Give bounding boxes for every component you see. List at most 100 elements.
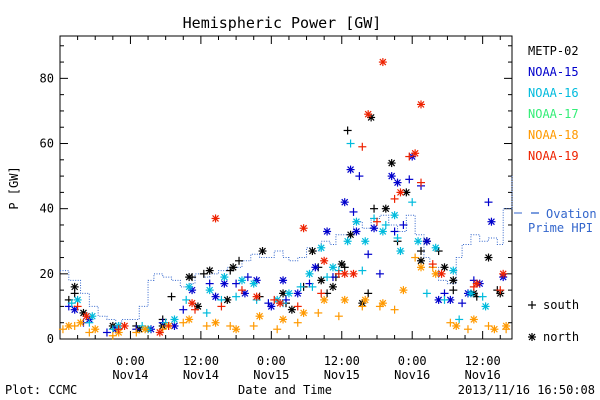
star-d2	[320, 296, 328, 304]
timestamp: 2013/11/16 16:50:08	[458, 383, 595, 397]
noaa-16-north-point	[361, 237, 370, 246]
x-tick-sublabel: Nov15	[253, 368, 289, 382]
noaa-18-south-point	[358, 302, 367, 311]
noaa-16-north-point	[185, 282, 194, 291]
x-tick-label: 12:00	[183, 354, 219, 368]
star-d2	[438, 270, 445, 278]
star-d2	[91, 325, 99, 333]
metp-02-north-point	[402, 188, 411, 197]
noaa-16-south-point	[67, 299, 76, 308]
star-d2	[397, 247, 404, 255]
x-tick-sublabel: Nov14	[183, 368, 219, 382]
noaa-19-north-point	[299, 224, 308, 233]
star-d2	[473, 280, 481, 288]
noaa-19-north-point	[349, 269, 358, 278]
noaa-19-south-point	[164, 321, 173, 330]
noaa-18-south-point	[132, 328, 141, 337]
star-d2	[361, 296, 369, 304]
star-d2	[317, 276, 325, 284]
noaa-18-north-point	[490, 325, 499, 334]
metp-02-south-point	[167, 292, 176, 301]
star-d2	[320, 257, 328, 265]
star-d2	[470, 316, 478, 323]
noaa-19-north-point	[82, 312, 91, 321]
noaa-15-south-point	[364, 250, 373, 259]
noaa-16-south-point	[346, 139, 355, 148]
star-d2	[279, 316, 287, 323]
metp-02-north-point	[185, 273, 194, 282]
star-d2	[402, 188, 410, 196]
x-tick-label: 0:00	[398, 354, 427, 368]
star-d2	[411, 149, 419, 157]
star-d2	[220, 280, 228, 288]
star-d2	[188, 299, 196, 307]
noaa-19-north-point	[499, 269, 508, 278]
star-d2	[391, 211, 399, 219]
noaa-18-north-point	[299, 308, 308, 317]
noaa-18-north-point	[91, 325, 100, 334]
metp-02-north-point	[337, 260, 346, 269]
noaa-16-north-point	[466, 289, 475, 298]
metp-02-north-point	[387, 159, 396, 168]
noaa-19-south-point	[114, 325, 123, 334]
noaa-18-north-point	[320, 295, 329, 304]
star-d2	[432, 244, 440, 252]
y-tick-label: 80	[40, 71, 54, 85]
metp-02-north-point	[381, 204, 390, 213]
x-axis: 0:00Nov1412:00Nov140:00Nov1512:00Nov150:…	[59, 36, 501, 382]
y-tick-label: 40	[40, 202, 54, 216]
star-d2	[446, 296, 454, 304]
metp-02-north-point	[70, 282, 79, 291]
noaa-19-north-point	[252, 292, 261, 301]
metp-02-south-point	[364, 289, 373, 298]
noaa-16-south-point	[232, 292, 241, 301]
noaa-18-south-point	[108, 331, 117, 340]
star-d2	[232, 325, 240, 333]
noaa-16-south-point	[381, 220, 390, 229]
star-d2	[294, 289, 302, 297]
star-d2	[379, 299, 387, 307]
y-tick-label: 20	[40, 267, 54, 281]
star-d2	[206, 267, 214, 275]
star-d2	[121, 322, 128, 330]
legend-south-label: south	[543, 298, 579, 312]
noaa-18-north-point	[64, 321, 73, 330]
noaa-19-south-point	[317, 289, 326, 298]
star-d2	[82, 312, 90, 320]
star-d2	[212, 215, 219, 222]
star-d2	[499, 270, 507, 278]
noaa-19-south-point	[405, 152, 414, 161]
star-d2	[65, 322, 73, 330]
x-tick-label: 12:00	[465, 354, 501, 368]
noaa-15-south-point	[405, 175, 414, 184]
star-d2	[288, 306, 296, 314]
star-d2	[441, 263, 448, 271]
noaa-19-north-point	[211, 214, 220, 223]
noaa-16-south-point	[478, 292, 487, 301]
legend-noaa-19: NOAA-19	[528, 149, 579, 163]
noaa-16-south-point	[358, 266, 367, 275]
star-d2	[388, 172, 396, 180]
star-d2	[435, 296, 443, 304]
noaa-19-north-point	[120, 321, 129, 330]
star-d2	[256, 312, 264, 320]
star-d2	[194, 302, 202, 310]
noaa-18-south-point	[202, 321, 211, 330]
x-axis-label: Date and Time	[238, 383, 332, 397]
y-axis-label: P [GW]	[7, 166, 21, 209]
star-d2	[347, 231, 354, 239]
noaa-18-north-point	[185, 315, 194, 324]
legend-noaa-15: NOAA-15	[528, 65, 579, 79]
star-d2	[229, 263, 237, 271]
noaa-16-north-point	[237, 276, 246, 285]
metp-02-north-point	[317, 276, 326, 285]
star-d2	[361, 237, 369, 245]
star-d2	[485, 254, 492, 261]
star-d2	[399, 286, 407, 294]
noaa-18-south-point	[179, 318, 188, 327]
noaa-16-south-point	[455, 315, 464, 324]
noaa-15-south-point	[375, 269, 384, 278]
star-d2	[241, 289, 249, 297]
noaa-15-north-point	[352, 227, 361, 236]
